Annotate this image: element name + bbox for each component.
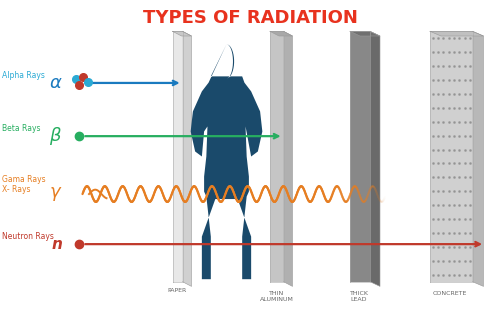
Polygon shape <box>430 31 472 282</box>
Text: TYPES OF RADIATION: TYPES OF RADIATION <box>142 9 358 28</box>
Text: $γ$: $γ$ <box>49 185 62 203</box>
Text: $α$: $α$ <box>49 74 62 92</box>
Text: $β$: $β$ <box>49 125 62 147</box>
Polygon shape <box>190 44 262 279</box>
Polygon shape <box>182 31 192 286</box>
Polygon shape <box>270 31 292 36</box>
Text: THICK
LEAD: THICK LEAD <box>350 291 368 302</box>
Polygon shape <box>430 31 484 36</box>
Text: X- Rays: X- Rays <box>2 185 31 194</box>
Text: Alpha Rays: Alpha Rays <box>2 71 46 80</box>
Polygon shape <box>370 31 380 286</box>
Polygon shape <box>350 31 370 282</box>
Text: THIN
ALUMINUM: THIN ALUMINUM <box>260 291 294 302</box>
Polygon shape <box>350 31 380 36</box>
Text: Neutron Rays: Neutron Rays <box>2 232 54 241</box>
Polygon shape <box>472 31 484 286</box>
Polygon shape <box>172 31 192 36</box>
Text: Beta Rays: Beta Rays <box>2 124 41 133</box>
Polygon shape <box>270 31 283 282</box>
Text: Gama Rays: Gama Rays <box>2 176 46 184</box>
Text: CONCRETE: CONCRETE <box>433 291 467 296</box>
Polygon shape <box>284 31 292 286</box>
Text: PAPER: PAPER <box>168 288 187 293</box>
Text: n: n <box>52 237 62 252</box>
Polygon shape <box>172 31 182 282</box>
